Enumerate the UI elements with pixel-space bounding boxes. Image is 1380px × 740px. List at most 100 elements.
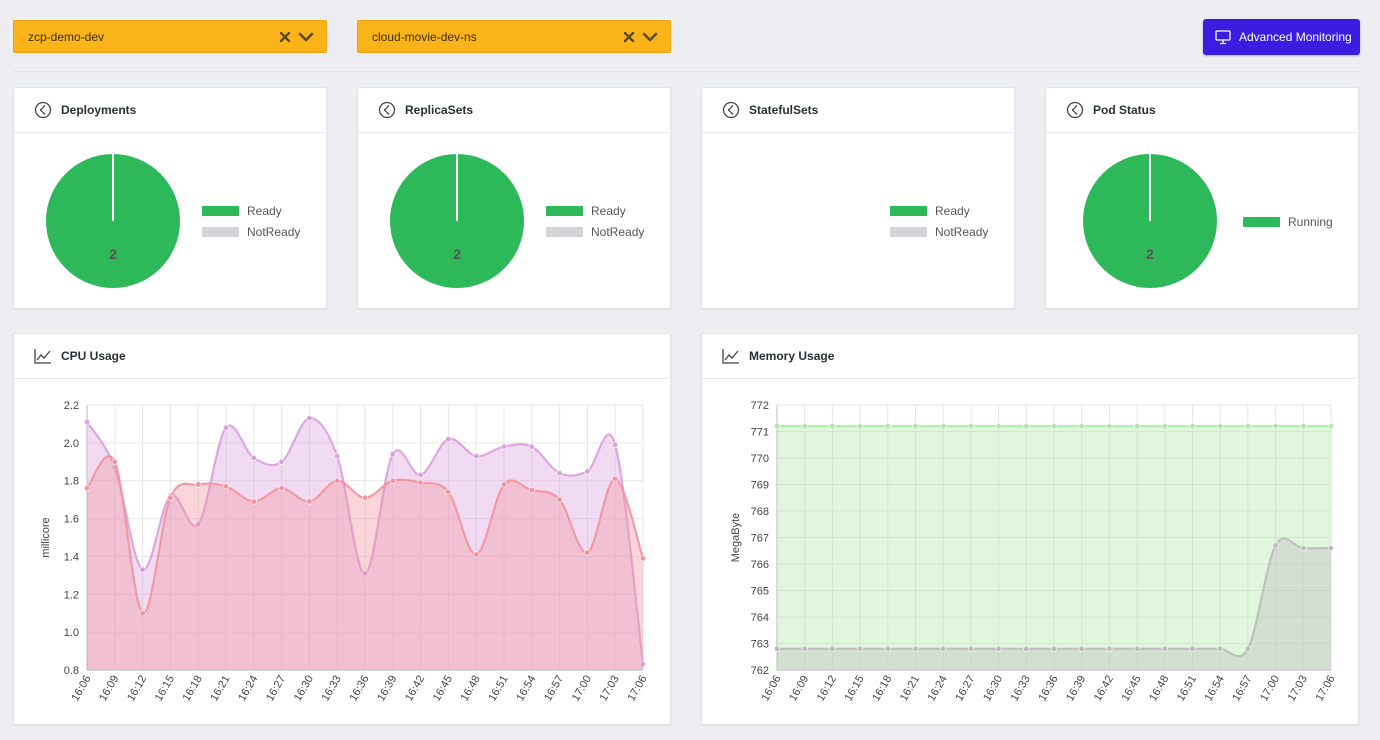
- card-title: Pod Status: [1093, 103, 1156, 117]
- y-tick-label: 768: [751, 506, 769, 518]
- x-tick-label: 16:15: [843, 674, 867, 704]
- data-point: [222, 424, 230, 431]
- data-point: [1189, 645, 1196, 652]
- pod-status-pie: 2: [1083, 154, 1217, 288]
- legend-label: Ready: [935, 203, 970, 218]
- advanced-monitoring-label: Advanced Monitoring: [1239, 30, 1352, 44]
- x-tick-label: 17:03: [1286, 674, 1310, 704]
- cpu-usage-chart: 0.81.01.21.41.61.82.02.216:06 16:09 16:12 1…: [40, 400, 650, 704]
- chevron-down-icon[interactable]: [642, 31, 658, 43]
- line-chart-icon: [722, 349, 739, 364]
- x-tick-label: 16:27: [264, 674, 288, 704]
- x-tick-label: 16:36: [347, 674, 371, 704]
- cluster-select-value: zcp-demo-dev: [28, 29, 105, 44]
- x-tick-label: 16:12: [125, 674, 149, 704]
- y-tick-label: 772: [751, 400, 769, 412]
- data-point: [1161, 645, 1168, 652]
- x-tick-label: 17:06: [625, 674, 649, 704]
- data-point: [1078, 645, 1085, 652]
- data-point: [967, 645, 975, 652]
- legend-label: Running: [1288, 214, 1333, 229]
- y-tick-label: 770: [751, 453, 769, 465]
- data-point: [445, 488, 452, 496]
- statefulsets-card-header: StatefulSets: [702, 88, 1014, 133]
- y-tick-label: 767: [751, 533, 769, 545]
- data-point: [995, 423, 1002, 430]
- advanced-monitoring-button[interactable]: Advanced Monitoring: [1203, 19, 1360, 55]
- x-tick-label: 17:00: [1258, 674, 1282, 704]
- data-point: [306, 415, 313, 422]
- memory-usage-card-header: Memory Usage: [702, 334, 1358, 379]
- data-point: [1161, 423, 1168, 430]
- data-point: [250, 454, 257, 462]
- clear-icon[interactable]: [278, 30, 292, 44]
- x-tick-label: 16:54: [514, 674, 538, 704]
- data-point: [1244, 645, 1252, 652]
- x-tick-label: 16:54: [1203, 674, 1227, 704]
- chart-title: Memory Usage: [749, 349, 835, 363]
- cluster-select[interactable]: zcp-demo-dev: [13, 20, 327, 53]
- legend-label: Ready: [591, 203, 626, 218]
- data-point: [389, 451, 396, 458]
- x-tick-label: 16:15: [153, 674, 177, 704]
- data-point: [1050, 645, 1058, 652]
- data-point: [417, 479, 424, 486]
- data-point: [940, 423, 947, 430]
- y-tick-label: 766: [751, 559, 769, 571]
- data-point: [83, 418, 91, 426]
- cpu-usage-card-header: CPU Usage: [14, 334, 670, 379]
- data-point: [995, 645, 1002, 652]
- deployments-legend: Ready NotReady: [202, 200, 300, 242]
- legend-label: NotReady: [247, 224, 301, 239]
- monitor-icon: [1215, 29, 1231, 44]
- data-point: [1244, 423, 1252, 430]
- data-point: [111, 458, 118, 465]
- data-point: [334, 453, 341, 460]
- pie-value-label: 2: [109, 246, 117, 262]
- legend-item-ready: Ready: [890, 200, 988, 221]
- legend-label: Ready: [247, 203, 282, 218]
- x-tick-label: 16:57: [542, 674, 566, 704]
- data-point: [612, 475, 619, 482]
- x-tick-label: 16:24: [236, 674, 260, 704]
- x-tick-label: 16:51: [1175, 674, 1199, 704]
- chevron-down-icon[interactable]: [298, 31, 314, 43]
- card-title: ReplicaSets: [405, 103, 474, 117]
- divider: [13, 71, 1359, 72]
- x-tick-label: 16:42: [1092, 674, 1116, 704]
- x-tick-label: 16:18: [181, 674, 205, 704]
- legend-swatch: [546, 205, 583, 216]
- legend-swatch: [1243, 216, 1280, 227]
- data-point: [195, 481, 202, 488]
- data-point: [473, 551, 480, 558]
- pod-status-legend: Running: [1243, 211, 1333, 232]
- card-title: Deployments: [61, 103, 137, 117]
- data-point: [912, 423, 919, 430]
- x-tick-label: 16:24: [926, 674, 950, 704]
- clear-icon[interactable]: [622, 30, 636, 44]
- legend-item-ready: Ready: [202, 200, 300, 221]
- namespace-select[interactable]: cloud-movie-dev-ns: [357, 20, 671, 53]
- pie-chart-icon: [722, 101, 740, 119]
- data-point: [857, 423, 864, 430]
- x-tick-label: 17:00: [570, 674, 594, 704]
- data-point: [884, 423, 891, 430]
- card-title: StatefulSets: [749, 103, 819, 117]
- data-point: [773, 645, 781, 652]
- data-point: [167, 494, 174, 501]
- memory-usage-card: Memory Usage 762 763 764 765 766 767 768 769 770…: [701, 333, 1359, 725]
- data-point: [967, 423, 975, 430]
- x-tick-label: 16:39: [375, 674, 399, 704]
- x-tick-label: 16:36: [1036, 674, 1060, 704]
- data-point: [1327, 423, 1335, 430]
- data-point: [528, 443, 535, 450]
- line-chart-icon: [34, 349, 51, 364]
- data-point: [1134, 645, 1141, 652]
- data-point: [829, 645, 836, 652]
- series-area: [777, 538, 1331, 670]
- statefulsets-legend: Ready NotReady: [890, 200, 988, 242]
- legend-label: NotReady: [935, 224, 989, 239]
- x-tick-label: 16:27: [953, 674, 977, 704]
- data-point: [584, 549, 591, 556]
- chart-title: CPU Usage: [61, 349, 126, 363]
